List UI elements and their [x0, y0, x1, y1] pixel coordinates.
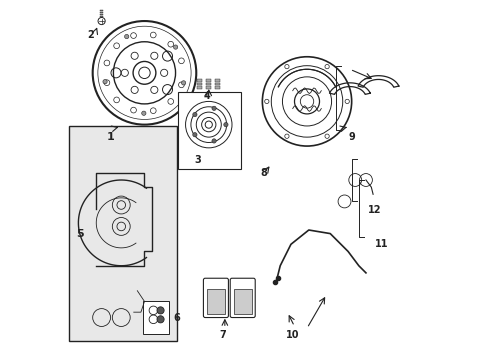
Bar — [206, 79, 211, 82]
Circle shape — [192, 112, 197, 117]
Bar — [215, 79, 220, 82]
Text: 2: 2 — [87, 30, 94, 40]
Text: 7: 7 — [219, 330, 226, 341]
FancyBboxPatch shape — [142, 301, 169, 334]
Text: 10: 10 — [285, 330, 299, 341]
FancyBboxPatch shape — [230, 278, 255, 318]
Bar — [100, 16, 103, 18]
FancyBboxPatch shape — [233, 289, 251, 314]
Bar — [100, 14, 103, 15]
Bar — [197, 83, 202, 85]
Circle shape — [124, 35, 128, 39]
Circle shape — [211, 139, 216, 143]
Bar — [197, 86, 202, 89]
Bar — [100, 12, 103, 13]
Circle shape — [157, 316, 164, 323]
Circle shape — [192, 132, 197, 137]
FancyBboxPatch shape — [69, 126, 176, 341]
Text: 11: 11 — [374, 239, 387, 249]
Text: 9: 9 — [347, 132, 354, 142]
Bar — [206, 83, 211, 85]
Text: 3: 3 — [194, 156, 201, 165]
Bar — [215, 86, 220, 89]
Circle shape — [224, 122, 227, 127]
Circle shape — [142, 111, 146, 115]
Circle shape — [211, 106, 216, 111]
Circle shape — [173, 45, 177, 49]
Text: 5: 5 — [77, 229, 84, 239]
Circle shape — [181, 81, 185, 85]
FancyBboxPatch shape — [178, 93, 241, 169]
Text: 12: 12 — [367, 205, 381, 215]
FancyBboxPatch shape — [203, 278, 228, 318]
FancyBboxPatch shape — [206, 289, 224, 314]
Bar — [197, 79, 202, 82]
Text: 1: 1 — [107, 132, 115, 142]
Bar — [206, 86, 211, 89]
Text: 6: 6 — [173, 312, 180, 323]
Bar — [215, 83, 220, 85]
Bar — [100, 10, 103, 11]
Text: 8: 8 — [260, 168, 267, 178]
Circle shape — [102, 80, 107, 84]
Text: 4: 4 — [203, 91, 210, 101]
Circle shape — [157, 307, 164, 314]
